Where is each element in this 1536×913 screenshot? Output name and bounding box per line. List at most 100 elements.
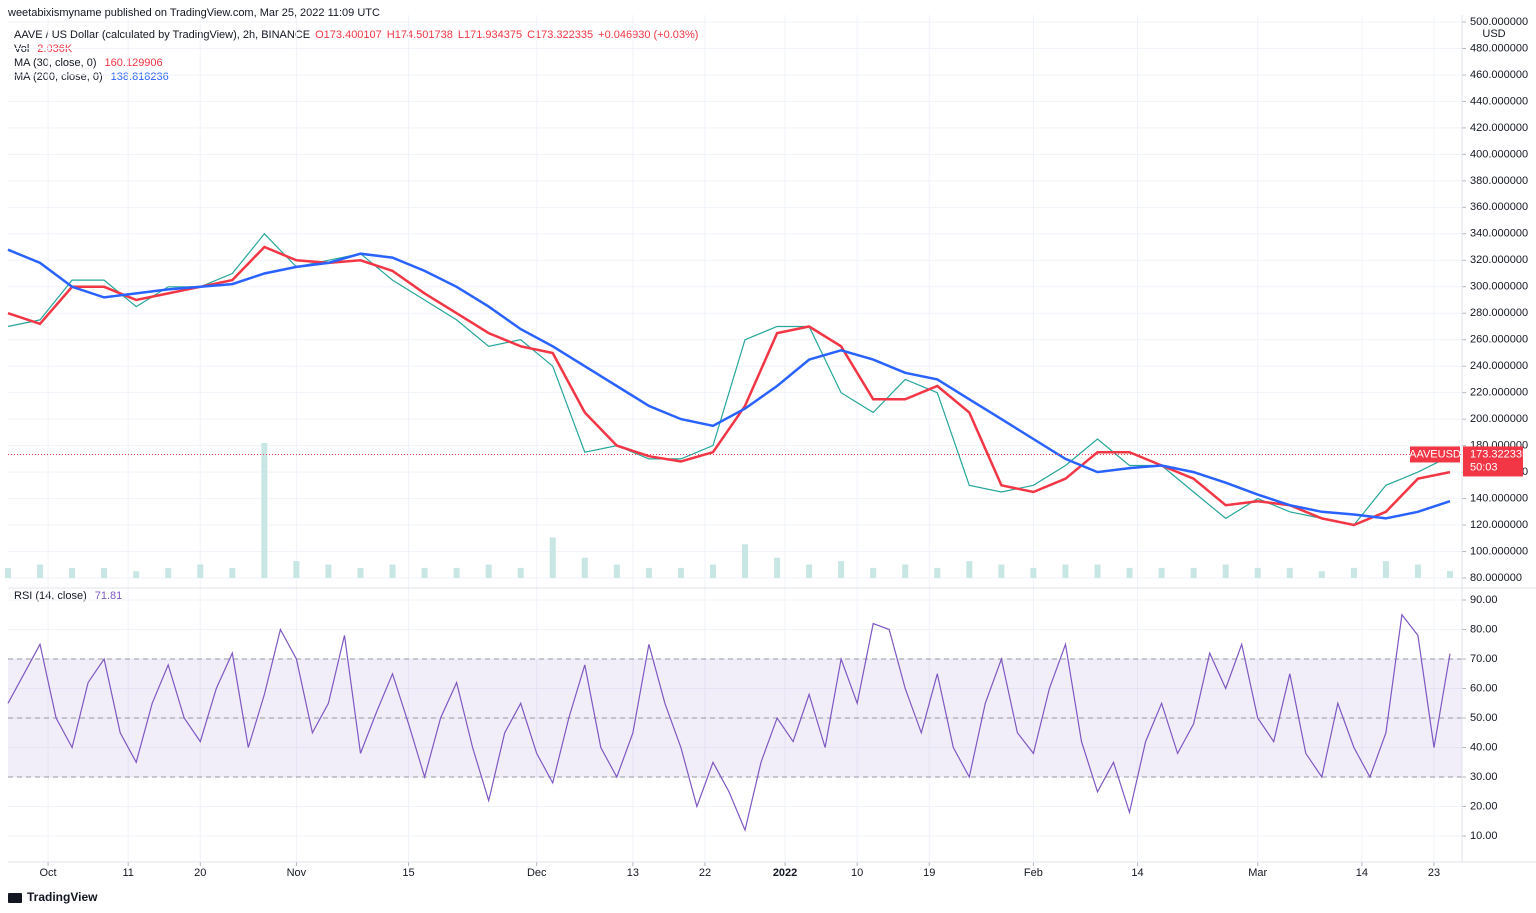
symbol-title: AAVE / US Dollar (calculated by TradingV… [14,29,310,41]
volume-bar [389,564,396,578]
volume-bar [1158,567,1165,578]
volume-bar [1062,564,1069,578]
volume-bar [774,557,781,578]
volume-bar [1190,567,1197,578]
volume-bar [1030,567,1037,578]
brand-name: TradingView [27,890,98,904]
volume-bar [1350,567,1357,578]
ohlc-low: L171.934375 [458,29,522,41]
volume-bar [645,567,652,578]
brand: TradingView [8,890,98,904]
ma30-legend: MA (30, close, 0) 160.129906 [14,57,163,69]
volume-bar [453,567,460,578]
series-line [7,232,1451,526]
volume-bar [806,564,813,578]
volume-bar [902,564,909,578]
symbol-tag [1410,446,1460,463]
x-tick-label: 22 [699,867,711,879]
y-tick-label: 120.000000 [1470,519,1528,531]
y-tick-label: 80.000000 [1470,572,1522,584]
y-tick-label: 80.00 [1470,623,1498,635]
volume-bar [261,443,268,578]
ma30-value: 160.129906 [105,57,163,69]
pane: 10.00 20.00 30.00 40.00 50.00 60.00 70.00 80.00… [7,594,1536,863]
ma30-name: MA (30, close, 0) [14,57,97,69]
volume-bar [1126,567,1133,578]
volume-bar [133,571,140,578]
y-tick-label: 400.000000 [1470,148,1528,160]
y-tick-label: 10.00 [1470,830,1498,842]
y-tick-label: 420.000000 [1470,122,1528,134]
volume-bar [197,564,204,578]
x-tick-label: 19 [923,867,935,879]
volume-bar [293,561,300,578]
y-tick-label: 260.000000 [1470,334,1528,346]
x-tick-label: Nov [287,867,307,879]
volume-bar [1222,564,1229,578]
y-tick-label: 40.00 [1470,741,1498,753]
volume-bar [165,567,172,578]
x-tick-label: 11 [122,867,133,879]
y-tick-label: 90.00 [1470,594,1498,606]
rsi-legend: RSI (14, close) 71.81 [14,590,122,602]
volume-bar [1414,564,1421,578]
series-line [7,248,1451,520]
volume-bar [229,567,236,578]
volume-bar [934,567,941,578]
x-tick-label: 10 [851,867,863,879]
y-tick-label: 340.000000 [1470,228,1528,240]
pane: 80.000000 100.000000 120.000000 140.000000 1… [5,15,1536,879]
x-tick-label: Dec [527,867,547,879]
brand-logo [8,893,22,903]
ma200-value: 138.818236 [111,71,169,83]
rsi-band [8,659,1462,777]
y-tick-label: 140.000000 [1470,492,1528,504]
volume-bar [613,564,620,578]
x-tick-label: Mar [1248,867,1267,879]
x-tick-label: 14 [1356,867,1368,879]
ohlc-open: O173.400107 [315,29,382,41]
rsi-name: RSI (14, close) [14,590,87,602]
volume-bar [101,567,108,578]
volume-bar [421,567,428,578]
y-tick-label: 20.00 [1470,800,1498,812]
volume-bar [1254,567,1261,578]
y-tick-label: 460.000000 [1470,69,1528,81]
volume-bar [517,567,524,578]
y-tick-label: 380.000000 [1470,175,1528,187]
y-tick-label: 500.000000 [1470,16,1528,28]
volume-bar [5,567,11,578]
x-tick-label: 14 [1131,867,1143,879]
y-tick-label: 100.000000 [1470,545,1528,557]
y-tick-label: 360.000000 [1470,201,1528,213]
ohlc-change: +0.046930 (+0.03%) [598,29,698,41]
volume-bar [966,561,973,578]
volume-bar [1446,571,1453,578]
y-tick-label: 60.00 [1470,682,1498,694]
volume-bar [1318,571,1325,578]
volume-bar [1382,561,1389,578]
y-tick-label: 70.00 [1470,653,1498,665]
y-tick-label: 50.00 [1470,712,1498,724]
x-tick-label: 20 [194,867,206,879]
ohlc-close: C173.322335 [527,29,593,41]
y-tick-label: 320.000000 [1470,254,1528,266]
symbol-tag-label: AAVEUSD [1409,448,1461,460]
volume-bar [709,564,716,578]
y-tick-label: 240.000000 [1470,360,1528,372]
y-tick-label: 280.000000 [1470,307,1528,319]
volume-bar [325,564,332,578]
publisher: weetabixismyname published on TradingVie… [7,7,380,19]
volume-bar [581,557,588,578]
volume-bar [1286,567,1293,578]
price-tag-label: 173.322335 [1470,448,1528,460]
volume-bar [998,564,1005,578]
ma200-name: MA (200, close, 0) [14,71,103,83]
x-tick-label: 23 [1428,867,1440,879]
volume-bar [838,561,845,578]
ma200-legend: MA (200, close, 0) 138.818236 [14,71,169,83]
volume-bar [69,567,76,578]
x-tick-label: 2022 [773,867,797,879]
